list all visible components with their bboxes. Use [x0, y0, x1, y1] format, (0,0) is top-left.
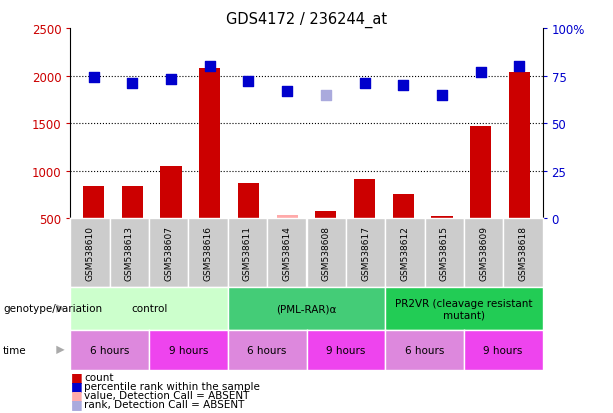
Text: 9 hours: 9 hours: [484, 345, 523, 355]
Text: rank, Detection Call = ABSENT: rank, Detection Call = ABSENT: [84, 399, 245, 409]
Text: genotype/variation: genotype/variation: [3, 304, 102, 314]
Text: GSM538615: GSM538615: [440, 225, 449, 280]
Bar: [276, 215, 298, 266]
Bar: [354, 180, 375, 266]
Text: percentile rank within the sample: percentile rank within the sample: [84, 381, 260, 391]
Text: GSM538608: GSM538608: [322, 225, 330, 280]
Point: [321, 92, 331, 99]
Point: [205, 64, 215, 70]
Text: GSM538618: GSM538618: [519, 225, 527, 280]
Point: [437, 92, 447, 99]
Bar: [509, 73, 530, 266]
Text: 9 hours: 9 hours: [326, 345, 365, 355]
Bar: [83, 187, 104, 266]
Bar: [122, 187, 143, 266]
Text: ■: ■: [70, 397, 82, 411]
Text: GSM538610: GSM538610: [86, 225, 94, 280]
Text: 6 hours: 6 hours: [248, 345, 287, 355]
Text: ■: ■: [70, 388, 82, 401]
Text: control: control: [131, 304, 167, 314]
Point: [243, 79, 253, 85]
Text: PR2VR (cleavage resistant
mutant): PR2VR (cleavage resistant mutant): [395, 298, 533, 320]
Point: [514, 64, 524, 70]
Point: [398, 83, 408, 89]
Bar: [238, 184, 259, 266]
Point: [476, 69, 485, 76]
Point: [128, 81, 137, 87]
Title: GDS4172 / 236244_at: GDS4172 / 236244_at: [226, 12, 387, 28]
Bar: [392, 194, 414, 266]
Text: GSM538607: GSM538607: [164, 225, 173, 280]
Text: 6 hours: 6 hours: [90, 345, 129, 355]
Text: value, Detection Call = ABSENT: value, Detection Call = ABSENT: [84, 390, 249, 400]
Point: [166, 77, 176, 83]
Point: [282, 88, 292, 95]
Text: time: time: [3, 345, 27, 355]
Text: count: count: [84, 372, 113, 382]
Text: ■: ■: [70, 370, 82, 383]
Bar: [199, 69, 221, 266]
Point: [89, 75, 99, 82]
Text: GSM538612: GSM538612: [400, 225, 409, 280]
Text: GSM538617: GSM538617: [361, 225, 370, 280]
Text: 9 hours: 9 hours: [169, 345, 208, 355]
Text: (PML-RAR)α: (PML-RAR)α: [276, 304, 337, 314]
Bar: [315, 211, 337, 266]
Text: GSM538609: GSM538609: [479, 225, 488, 280]
Text: GSM538613: GSM538613: [125, 225, 134, 280]
Bar: [161, 166, 181, 266]
Text: GSM538614: GSM538614: [283, 225, 291, 280]
Text: ■: ■: [70, 379, 82, 392]
Point: [360, 81, 370, 87]
Bar: [470, 127, 491, 266]
Text: GSM538611: GSM538611: [243, 225, 252, 280]
Text: 6 hours: 6 hours: [405, 345, 444, 355]
Bar: [432, 216, 452, 266]
Text: GSM538616: GSM538616: [204, 225, 213, 280]
